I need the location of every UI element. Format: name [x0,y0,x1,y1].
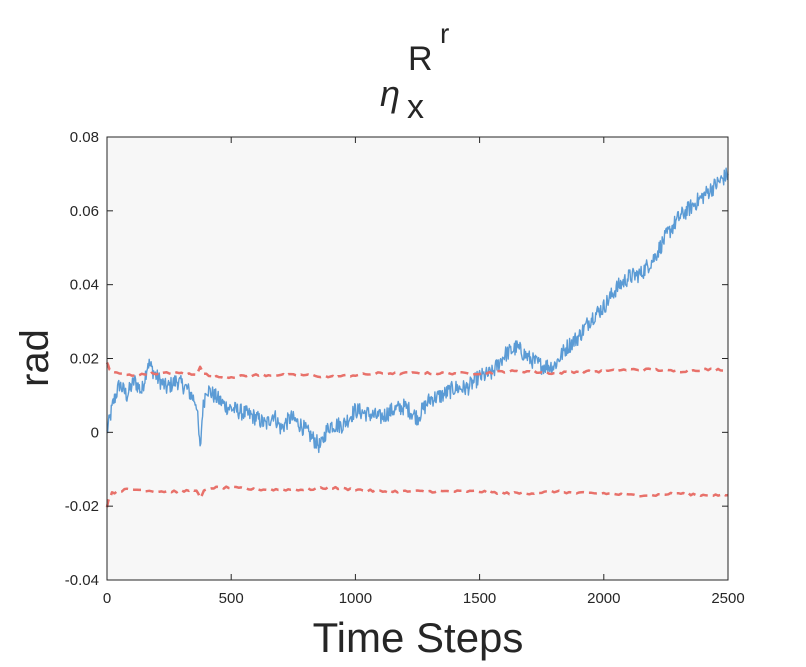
x-tick-label: 0 [103,590,111,607]
x-axis-ticks: 0 500 1000 1500 2000 2500 [103,137,745,607]
chart-title-superscript: R [408,40,433,78]
x-tick-label: 1500 [463,590,496,607]
series-line-estimate [106,167,729,454]
y-tick-label: 0.04 [70,277,99,294]
y-tick-label: 0.06 [70,203,99,220]
x-axis-label: Time Steps [313,614,524,661]
x-tick-label: 2000 [587,590,620,607]
x-tick-label: 2500 [711,590,744,607]
chart-title-subscript: x [407,88,424,126]
series-line-upper-bound [105,362,729,380]
y-tick-label: 0.08 [70,129,99,146]
x-tick-label: 500 [219,590,244,607]
y-tick-label: 0.02 [70,351,99,368]
plot-area [107,137,728,580]
chart-title-superscript-exponent: r [440,18,449,49]
series-line-lower-bound [105,485,729,508]
chart-title-symbol: η [380,73,400,114]
y-tick-label: -0.02 [65,498,99,515]
series-layer [105,167,729,508]
y-tick-label: 0 [91,424,99,441]
x-tick-label: 1000 [339,590,372,607]
y-axis-label: rad [13,329,57,387]
y-tick-label: -0.04 [65,572,99,589]
y-axis-ticks: -0.04 -0.02 0 0.02 0.04 0.06 0.08 [65,129,728,589]
